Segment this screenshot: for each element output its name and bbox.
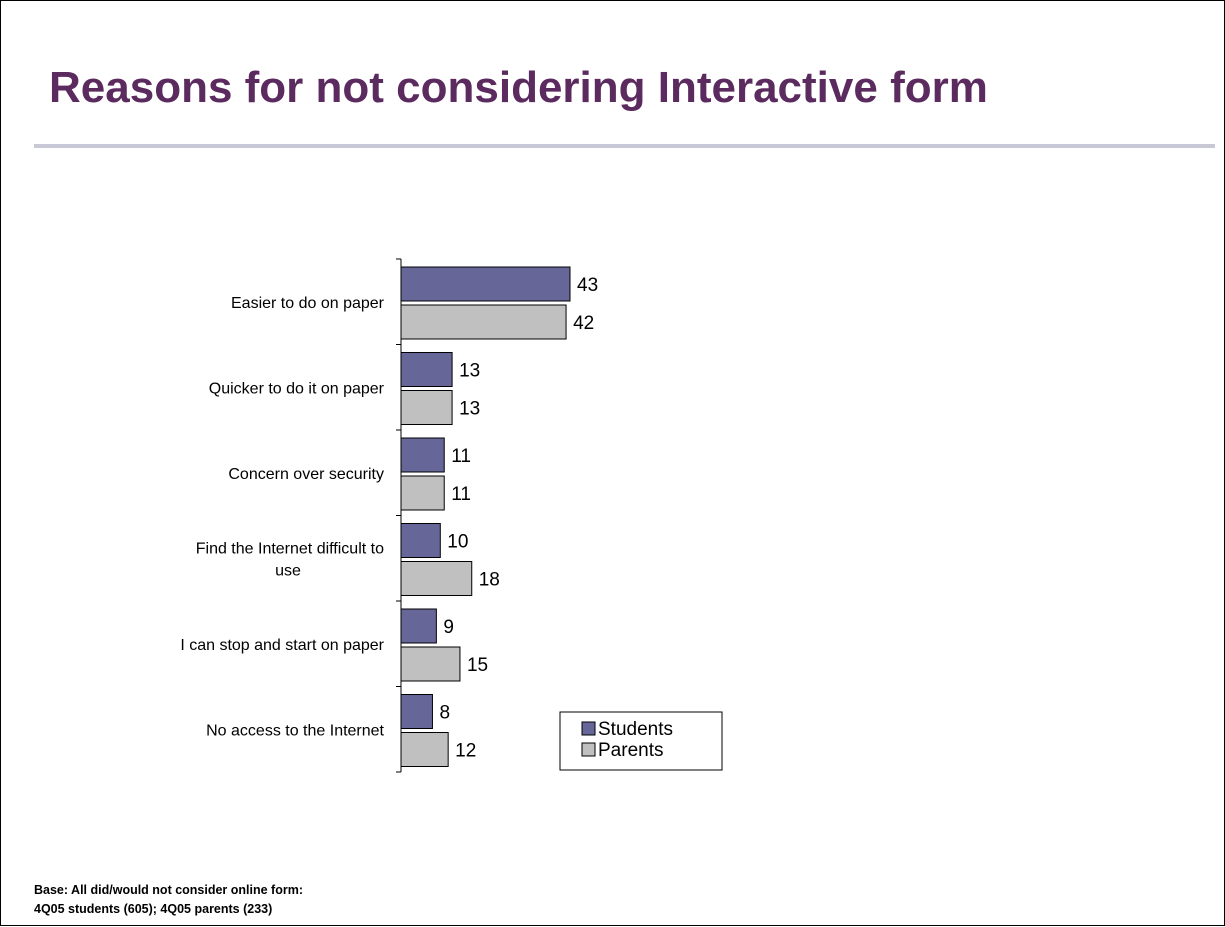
data-label-parents: 11 — [451, 484, 471, 505]
category-label: Concern over security — [228, 466, 384, 483]
category-label: use — [275, 562, 301, 579]
bar-parents — [400, 732, 449, 767]
base-note: Base: All did/would not consider online … — [34, 881, 303, 919]
category-label: Find the Internet difficult to — [196, 540, 384, 557]
data-label-parents: 12 — [455, 741, 476, 762]
data-label-parents: 15 — [467, 655, 488, 676]
bar-students — [400, 608, 437, 644]
data-label-students: 9 — [443, 617, 454, 638]
bar-parents — [400, 304, 567, 340]
legend-swatch-parents — [581, 742, 596, 757]
data-label-students: 10 — [447, 532, 468, 553]
legend-swatch-students — [581, 721, 596, 736]
data-label-students: 11 — [451, 446, 471, 467]
bar-parents — [400, 390, 453, 425]
base-note-line-1: Base: All did/would not consider online … — [34, 883, 303, 897]
data-label-parents: 42 — [573, 313, 594, 334]
data-label-students: 43 — [577, 275, 598, 296]
category-label: Easier to do on paper — [231, 295, 385, 312]
data-label-parents: 18 — [479, 570, 500, 591]
data-label-parents: 13 — [459, 399, 480, 420]
data-label-students: 8 — [439, 703, 450, 724]
page-title: Reasons for not considering Interactive … — [49, 63, 988, 112]
category-label: Quicker to do it on paper — [209, 380, 385, 397]
base-note-line-2: 4Q05 students (605); 4Q05 parents (233) — [34, 902, 273, 916]
title-divider — [34, 144, 1215, 148]
bar-students — [400, 523, 441, 558]
bar-students — [400, 694, 433, 729]
category-label: I can stop and start on paper — [180, 637, 384, 654]
bar-parents — [400, 646, 461, 682]
data-label-students: 13 — [459, 361, 480, 382]
category-label: No access to the Internet — [206, 722, 384, 739]
bar-parents — [400, 475, 445, 511]
bar-students — [400, 266, 571, 302]
legend-label-parents: Parents — [598, 740, 663, 761]
legend-label-students: Students — [598, 719, 673, 740]
bar-parents — [400, 561, 473, 596]
bar-students — [400, 352, 453, 387]
bar-students — [400, 437, 445, 473]
